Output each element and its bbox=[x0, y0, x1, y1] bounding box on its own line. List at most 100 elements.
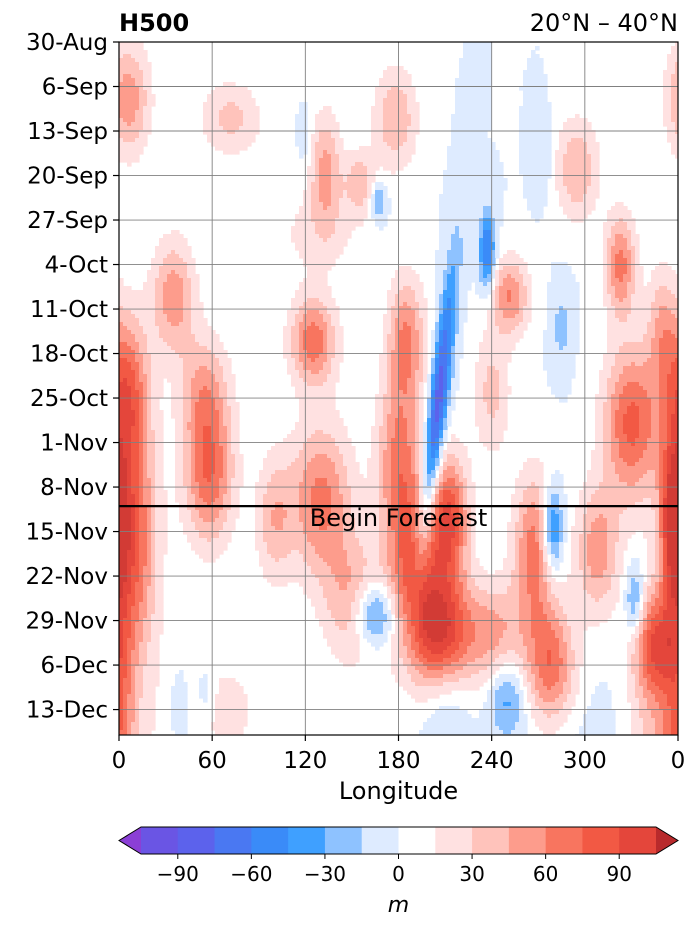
heatmap-cell bbox=[479, 246, 484, 251]
heatmap-cell bbox=[443, 354, 448, 359]
heatmap-cell bbox=[131, 330, 136, 335]
heatmap-cell bbox=[611, 362, 616, 367]
heatmap-cell bbox=[655, 270, 660, 275]
heatmap-cell bbox=[291, 354, 296, 359]
heatmap-cell bbox=[331, 354, 336, 359]
heatmap-cell bbox=[491, 246, 496, 251]
heatmap-cell bbox=[559, 150, 564, 155]
heatmap-cell bbox=[379, 102, 384, 107]
heatmap-cell bbox=[327, 198, 332, 203]
heatmap-cell bbox=[483, 134, 488, 139]
heatmap-cell bbox=[183, 286, 188, 291]
heatmap-cell bbox=[535, 82, 540, 87]
heatmap-cell bbox=[499, 166, 504, 171]
heatmap-cell bbox=[223, 130, 228, 135]
heatmap-cell bbox=[671, 146, 676, 151]
heatmap-cell bbox=[187, 362, 192, 367]
heatmap-cell bbox=[619, 318, 624, 323]
heatmap-cell bbox=[659, 310, 664, 315]
heatmap-cell bbox=[519, 298, 524, 303]
heatmap-cell bbox=[559, 166, 564, 171]
heatmap-cell bbox=[383, 222, 388, 227]
heatmap-cell bbox=[187, 366, 192, 371]
heatmap-cell bbox=[231, 138, 236, 143]
heatmap-cell bbox=[543, 90, 548, 95]
heatmap-cell bbox=[355, 154, 360, 159]
heatmap-cell bbox=[447, 318, 452, 323]
heatmap-cell bbox=[459, 334, 464, 339]
heatmap-cell bbox=[467, 134, 472, 139]
heatmap-cell bbox=[291, 234, 296, 239]
heatmap-cell bbox=[611, 206, 616, 211]
heatmap-cell bbox=[447, 274, 452, 279]
heatmap-cell bbox=[347, 194, 352, 199]
heatmap-cell bbox=[435, 354, 440, 359]
heatmap-cell bbox=[391, 318, 396, 323]
heatmap-cell bbox=[135, 42, 140, 47]
heatmap-cell bbox=[299, 314, 304, 319]
heatmap-cell bbox=[255, 118, 260, 123]
heatmap-cell bbox=[443, 246, 448, 251]
heatmap-cell bbox=[159, 274, 164, 279]
heatmap-cell bbox=[667, 266, 672, 271]
heatmap-cell bbox=[127, 50, 132, 55]
heatmap-cell bbox=[347, 154, 352, 159]
heatmap-cell bbox=[339, 246, 344, 251]
heatmap-cell bbox=[187, 254, 192, 259]
heatmap-cell bbox=[251, 130, 256, 135]
heatmap-cell bbox=[215, 90, 220, 95]
heatmap-cell bbox=[119, 138, 124, 143]
heatmap-cell bbox=[395, 162, 400, 167]
heatmap-cell bbox=[155, 258, 160, 263]
heatmap-cell bbox=[379, 186, 384, 191]
heatmap-cell bbox=[523, 74, 528, 79]
heatmap-cell bbox=[327, 354, 332, 359]
heatmap-cell bbox=[135, 322, 140, 327]
heatmap-cell bbox=[319, 150, 324, 155]
heatmap-cell bbox=[619, 350, 624, 355]
heatmap-cell bbox=[395, 350, 400, 355]
heatmap-cell bbox=[383, 326, 388, 331]
heatmap-cell bbox=[475, 190, 480, 195]
heatmap-cell bbox=[503, 338, 508, 343]
heatmap-cell bbox=[199, 358, 204, 363]
heatmap-cell bbox=[407, 114, 412, 119]
heatmap-cell bbox=[667, 310, 672, 315]
heatmap-cell bbox=[639, 326, 644, 331]
heatmap-cell bbox=[335, 254, 340, 259]
heatmap-cell bbox=[511, 306, 516, 311]
heatmap-cell bbox=[403, 298, 408, 303]
heatmap-cell bbox=[175, 270, 180, 275]
heatmap-cell bbox=[463, 42, 468, 47]
heatmap-cell bbox=[575, 326, 580, 331]
heatmap-cell bbox=[615, 282, 620, 287]
heatmap-cell bbox=[643, 326, 648, 331]
heatmap-cell bbox=[475, 146, 480, 151]
heatmap-cell bbox=[519, 274, 524, 279]
heatmap-cell bbox=[299, 294, 304, 299]
heatmap-cell bbox=[439, 274, 444, 279]
heatmap-cell bbox=[471, 126, 476, 131]
heatmap-cell bbox=[619, 274, 624, 279]
heatmap-cell bbox=[223, 358, 228, 363]
heatmap-cell bbox=[363, 198, 368, 203]
heatmap-cell bbox=[651, 274, 656, 279]
heatmap-cell bbox=[487, 290, 492, 295]
heatmap-cell bbox=[395, 154, 400, 159]
heatmap-cell bbox=[459, 282, 464, 287]
heatmap-cell bbox=[531, 162, 536, 167]
heatmap-cell bbox=[391, 322, 396, 327]
heatmap-cell bbox=[467, 214, 472, 219]
heatmap-cell bbox=[387, 314, 392, 319]
heatmap-cell bbox=[455, 346, 460, 351]
heatmap-cell bbox=[403, 154, 408, 159]
heatmap-cell bbox=[123, 94, 128, 99]
heatmap-cell bbox=[439, 338, 444, 343]
heatmap-cell bbox=[639, 330, 644, 335]
heatmap-cell bbox=[535, 150, 540, 155]
heatmap-cell bbox=[667, 66, 672, 71]
heatmap-cell bbox=[315, 186, 320, 191]
heatmap-cell bbox=[131, 110, 136, 115]
heatmap-cell bbox=[311, 358, 316, 363]
heatmap-cell bbox=[471, 62, 476, 67]
